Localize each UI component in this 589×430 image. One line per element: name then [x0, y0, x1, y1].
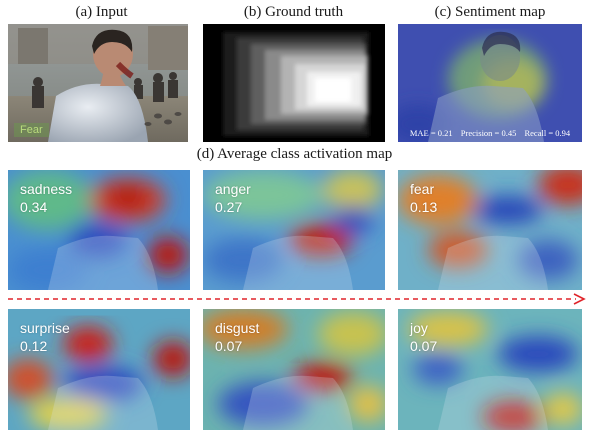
sentiment-map: MAE = 0.21 Precision = 0.45 Recall = 0.9… [398, 24, 582, 142]
emotion-score: 0.12 [20, 338, 48, 354]
emotion-name: surprise [20, 320, 70, 336]
precision-value: Precision = 0.45 [460, 128, 517, 138]
emotion-label-tag: Fear [14, 123, 49, 137]
cam-panel-joy: joy 0.07 [398, 309, 582, 430]
emotion-score: 0.27 [215, 199, 243, 215]
emotion-name: fear [410, 181, 435, 197]
cam-panel-anger: anger 0.27 [203, 170, 385, 290]
emotion-score: 0.34 [20, 199, 48, 215]
emotion-score: 0.13 [410, 199, 438, 215]
cam-panel-sadness: sadness 0.34 [8, 170, 190, 290]
emotion-name: disgust [215, 320, 260, 336]
mae-value: MAE = 0.21 [409, 128, 453, 138]
emotion-name: joy [410, 320, 428, 336]
ground-truth-map [203, 24, 385, 142]
caption-ground-truth: (b) Ground truth [243, 4, 344, 20]
cam-panel-disgust: disgust 0.07 [203, 309, 385, 430]
emotion-score: 0.07 [410, 338, 438, 354]
caption-average-cam: (d) Average class activation map [196, 146, 393, 162]
cam-panel-surprise: surprise 0.12 [8, 309, 190, 430]
recall-value: Recall = 0.94 [524, 128, 571, 138]
cam-panel-fear: fear 0.13 [398, 170, 582, 290]
order-arrow [8, 293, 586, 305]
sentiment-metrics: MAE = 0.21 Precision = 0.45 Recall = 0.9… [398, 128, 582, 138]
input-photo: Fear [8, 24, 188, 142]
emotion-name: anger [215, 181, 251, 197]
caption-input: (a) Input [75, 4, 128, 20]
emotion-score: 0.07 [215, 338, 243, 354]
caption-sentiment-map: (c) Sentiment map [434, 4, 546, 20]
emotion-name: sadness [20, 181, 73, 197]
